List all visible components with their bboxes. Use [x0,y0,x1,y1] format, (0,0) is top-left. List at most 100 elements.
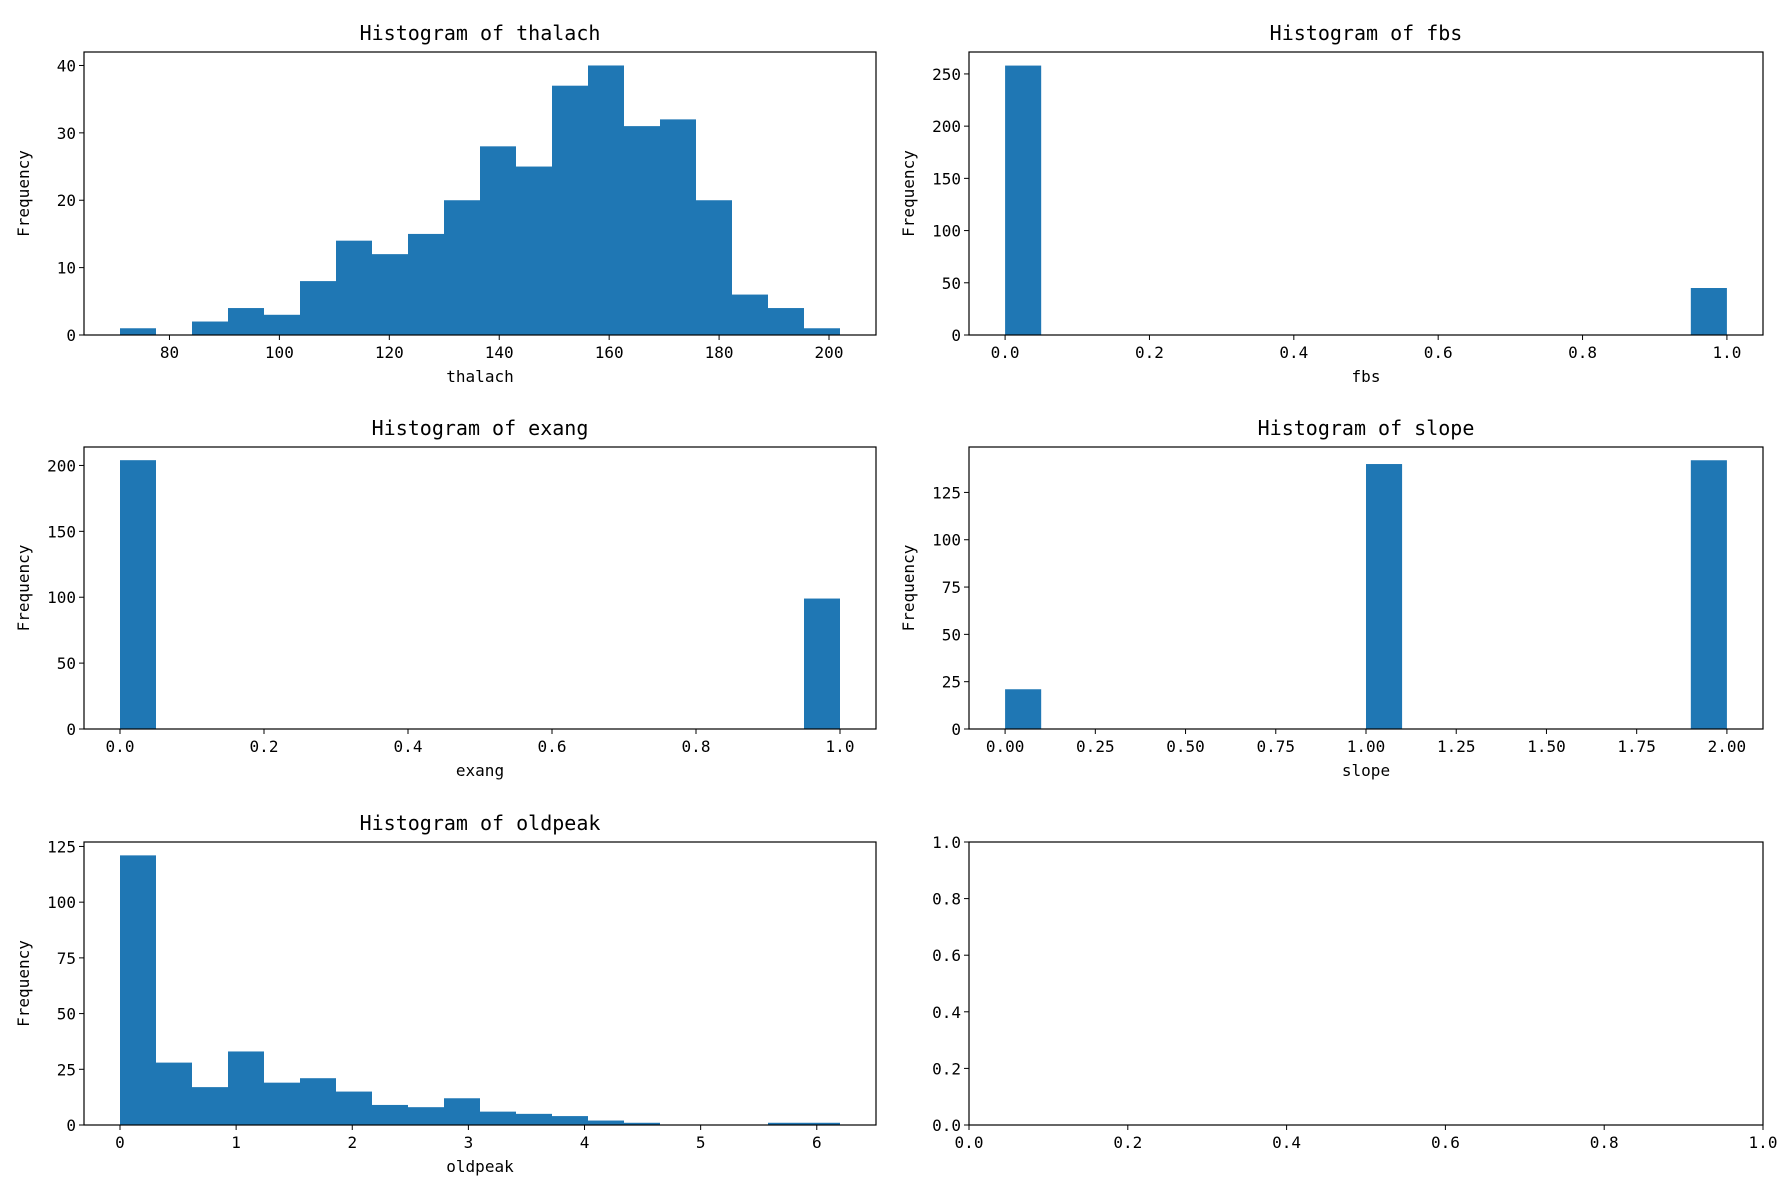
x-tick-label: 0.0 [991,343,1020,362]
x-tick-label: 0.4 [394,737,423,756]
y-tick-label: 125 [932,483,961,502]
x-tick-label: 0.4 [1272,1133,1301,1152]
histogram-bar [372,254,408,335]
x-tick-label: 0.2 [1113,1133,1142,1152]
y-tick-label: 100 [932,222,961,241]
x-tick-label: 80 [160,343,179,362]
x-tick-label: 1.75 [1617,737,1656,756]
histogram-bar [516,166,552,335]
y-tick-label: 1.0 [932,833,961,852]
y-tick-label: 0 [951,720,961,739]
x-tick-label: 0.6 [1431,1133,1460,1152]
histogram-bar [588,65,624,335]
axes-frame [83,51,877,336]
y-tick-label: 250 [932,65,961,84]
subplot-1: 80 100 120 140 160 180 200 0 10 20 30 40 Histogram o… [14,21,877,386]
x-axis-label: slope [1342,761,1390,780]
axes-frame [83,841,877,1126]
y-axis-label: Frequency [14,150,33,237]
y-tick-label: 0 [66,1116,76,1135]
x-axis-label: thalach [446,367,513,386]
x-tick-label: 2 [347,1133,357,1152]
chart-title: Histogram of thalach [360,21,601,45]
x-tick-label: 0 [115,1133,125,1152]
y-tick-label: 0.2 [932,1059,961,1078]
y-tick-label: 0.0 [932,1116,961,1135]
histogram-bar [444,1098,480,1125]
y-tick-label: 200 [47,456,76,475]
x-tick-label: 0.4 [1279,343,1308,362]
histogram-bar [120,855,156,1125]
x-tick-label: 0.0 [955,1133,984,1152]
y-tick-label: 0 [66,720,76,739]
histogram-bar [552,85,588,335]
y-tick-label: 0.6 [932,946,961,965]
y-axis-label: Frequency [14,940,33,1027]
histogram-bar [336,1091,372,1125]
y-axis-label: Frequency [899,150,918,237]
y-tick-label: 125 [47,837,76,856]
x-tick-label: 0.2 [250,737,279,756]
histogram-bar [300,281,336,335]
histogram-bar [372,1104,408,1125]
x-tick-label: 2.00 [1708,737,1747,756]
x-tick-label: 1.0 [826,737,855,756]
histogram-bar [480,146,516,335]
histogram-bar [516,1113,552,1125]
x-tick-label: 4 [580,1133,590,1152]
histogram-bar [660,119,696,335]
x-tick-label: 100 [265,343,294,362]
x-tick-label: 6 [812,1133,822,1152]
x-tick-label: 120 [375,343,404,362]
histogram-bar [264,1082,300,1125]
y-tick-label: 50 [942,625,961,644]
histogram-bar [768,1122,804,1125]
histogram-bar [768,308,804,335]
histogram-bar [1690,288,1727,335]
y-tick-label: 100 [932,531,961,550]
x-tick-label: 0.8 [682,737,711,756]
subplot-5: 0 1 2 3 4 5 6 0 25 50 75 100 125 Histogram of oldpeak… [14,811,877,1176]
x-tick-label: 0.0 [106,737,135,756]
y-tick-label: 50 [57,1005,76,1024]
y-tick-label: 30 [57,124,76,143]
histogram-bar [552,1116,588,1125]
x-tick-label: 0.8 [1568,343,1597,362]
y-tick-label: 0.8 [932,890,961,909]
y-tick-label: 0.4 [932,1003,961,1022]
histogram-bar [120,460,156,729]
y-tick-label: 75 [942,578,961,597]
histogram-bar [696,200,732,335]
histogram-bar [804,1122,840,1125]
x-tick-label: 160 [595,343,624,362]
chart-title: Histogram of oldpeak [360,811,601,835]
x-tick-label: 0.6 [1424,343,1453,362]
subplot-4: 0.00 0.25 0.50 0.75 1.00 1.25 1.50 1.75 2.00 0 25 5… [899,416,1764,780]
histogram-bar [408,1107,444,1125]
subplot-3: 0.0 0.2 0.4 0.6 0.8 1.0 0 50 100 150 200 Histogram … [14,416,877,780]
histogram-bar [624,126,660,335]
x-axis-label: exang [456,761,504,780]
x-tick-label: 1 [231,1133,241,1152]
y-axis-label: Frequency [14,544,33,631]
y-tick-label: 75 [57,949,76,968]
histogram-bar [408,233,444,335]
y-tick-label: 20 [57,191,76,210]
y-tick-label: 100 [47,893,76,912]
x-tick-label: 1.00 [1347,737,1386,756]
histogram-bar [228,1051,264,1125]
histogram-bar [120,328,156,335]
y-axis-label: Frequency [899,544,918,631]
histogram-bar [192,1087,228,1125]
y-tick-label: 100 [47,588,76,607]
x-tick-label: 0.00 [986,737,1025,756]
chart-title: Histogram of exang [372,416,589,440]
histogram-bar [264,314,300,335]
histogram-bar [300,1078,336,1125]
x-tick-label: 0.25 [1076,737,1115,756]
chart-title: Histogram of fbs [1270,21,1463,45]
y-tick-label: 40 [57,56,76,75]
histogram-bar [1005,689,1042,729]
y-tick-label: 0 [951,326,961,345]
